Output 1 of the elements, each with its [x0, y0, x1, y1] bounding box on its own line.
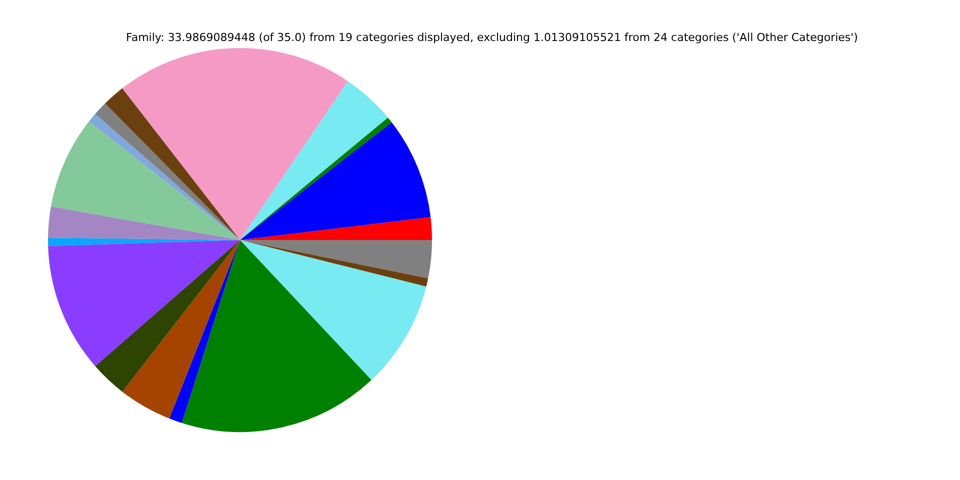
- text: Family: 33.9869089448 (of 35.0) from 19 categories displayed, excluding 1.01309105521 from 24 categories ('All Other Categories'): [125, 31, 859, 44]
